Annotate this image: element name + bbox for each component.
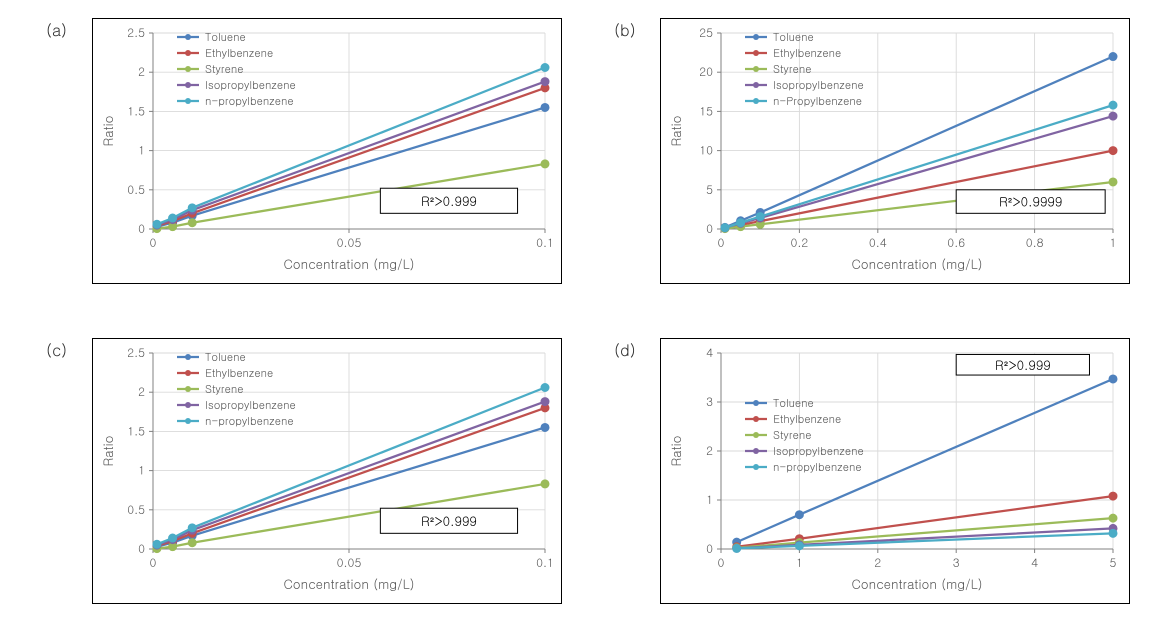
svg-text:2: 2 (706, 442, 713, 459)
svg-text:Ethylbenzene: Ethylbenzene (773, 412, 841, 427)
chart-b: 0 5 10 15 20 25 0 0.2 0.4 0.6 0.8 1 Concentration (m… (660, 18, 1130, 284)
svg-text:1: 1 (1110, 234, 1117, 251)
svg-text:0.8: 0.8 (1026, 234, 1044, 251)
svg-text:Toluene: Toluene (773, 396, 814, 411)
svg-text:0: 0 (718, 234, 725, 251)
svg-text:1.5: 1.5 (127, 102, 145, 119)
chart-d-svg: 0 1 2 3 4 0 1 2 3 4 5 Concentration (mg/L) Ratio R²>0… (661, 339, 1129, 603)
svg-text:4: 4 (706, 344, 713, 361)
svg-text:n-propylbenzene: n-propylbenzene (205, 414, 294, 429)
panel-a: (a) 0 0.5 1 1.5 2 2.5 0 0.05 0.1 Concentration (m… (32, 12, 552, 292)
svg-text:Isopropylbenzene: Isopropylbenzene (773, 78, 864, 93)
svg-text:3: 3 (706, 393, 713, 410)
svg-text:0.05: 0.05 (337, 234, 362, 251)
svg-text:1: 1 (706, 491, 713, 508)
panel-d: (d) 0 1 2 3 4 0 1 2 3 4 5 Concentration (mg/L) Ratio… (600, 332, 1120, 612)
chart-c-svg: 0 0.5 1 1.5 2 2.5 0 0.05 0.1 Concentration (mg/L)… (93, 339, 561, 603)
svg-text:5: 5 (706, 181, 713, 198)
svg-text:R²>0.999: R²>0.999 (421, 191, 477, 210)
svg-text:n-propylbenzene: n-propylbenzene (773, 460, 862, 475)
svg-text:2: 2 (874, 554, 881, 571)
svg-text:Styrene: Styrene (773, 62, 811, 77)
svg-text:20: 20 (699, 63, 713, 80)
svg-text:Concentration (mg/L): Concentration (mg/L) (283, 574, 414, 593)
svg-text:Ratio: Ratio (98, 435, 117, 466)
svg-text:Concentration (mg/L): Concentration (mg/L) (283, 254, 414, 273)
chart-a: 0 0.5 1 1.5 2 2.5 0 0.05 0.1 Concentration (mg/L)… (92, 18, 562, 284)
svg-text:R²>0.999: R²>0.999 (995, 355, 1051, 374)
chart-d: 0 1 2 3 4 0 1 2 3 4 5 Concentration (mg/L) Ratio R²>0… (660, 338, 1130, 604)
svg-text:5: 5 (1110, 554, 1117, 571)
svg-text:Toluene: Toluene (205, 350, 246, 365)
svg-text:0: 0 (138, 540, 145, 557)
svg-text:Ethylbenzene: Ethylbenzene (773, 46, 841, 61)
svg-text:0.5: 0.5 (127, 181, 145, 198)
svg-text:Ethylbenzene: Ethylbenzene (205, 366, 273, 381)
svg-text:Ratio: Ratio (666, 115, 685, 146)
svg-text:0: 0 (706, 540, 713, 557)
svg-text:15: 15 (699, 102, 713, 119)
svg-text:10: 10 (699, 142, 713, 159)
panel-c: (c) 0 0.5 1 1.5 2 2.5 0 0.05 0.1 Concentration (m… (32, 332, 552, 612)
svg-text:R²>0.9999: R²>0.9999 (999, 192, 1062, 211)
svg-text:0.1: 0.1 (536, 554, 554, 571)
chart-c: 0 0.5 1 1.5 2 2.5 0 0.05 0.1 Concentration (mg/L)… (92, 338, 562, 604)
svg-text:3: 3 (953, 554, 960, 571)
svg-text:25: 25 (699, 24, 713, 41)
svg-text:4: 4 (1031, 554, 1038, 571)
svg-text:2.5: 2.5 (127, 24, 145, 41)
svg-text:0.4: 0.4 (869, 234, 887, 251)
svg-text:Isopropylbenzene: Isopropylbenzene (205, 78, 296, 93)
svg-text:Concentration (mg/L): Concentration (mg/L) (851, 574, 982, 593)
svg-text:0: 0 (706, 220, 713, 237)
svg-text:Toluene: Toluene (205, 30, 246, 45)
svg-text:0.2: 0.2 (791, 234, 809, 251)
panel-label-a: (a) (46, 18, 67, 41)
chart-b-svg: 0 5 10 15 20 25 0 0.2 0.4 0.6 0.8 1 Concentration (m… (661, 19, 1129, 283)
svg-text:Concentration (mg/L): Concentration (mg/L) (851, 254, 982, 273)
svg-text:2: 2 (138, 63, 145, 80)
svg-text:Styrene: Styrene (205, 382, 243, 397)
svg-text:Styrene: Styrene (773, 428, 811, 443)
svg-text:1.5: 1.5 (127, 422, 145, 439)
svg-text:0: 0 (150, 234, 157, 251)
svg-text:Ethylbenzene: Ethylbenzene (205, 46, 273, 61)
svg-text:Isopropylbenzene: Isopropylbenzene (773, 444, 864, 459)
svg-text:0.05: 0.05 (337, 554, 362, 571)
svg-text:n-Propylbenzene: n-Propylbenzene (773, 94, 862, 109)
svg-text:0.1: 0.1 (536, 234, 554, 251)
panel-b: (b) 0 5 10 15 20 25 0 0.2 0.4 0.6 0.8 1 Concentratio… (600, 12, 1120, 292)
svg-text:0.5: 0.5 (127, 501, 145, 518)
svg-text:1: 1 (796, 554, 803, 571)
panel-label-d: (d) (614, 338, 636, 361)
svg-text:2: 2 (138, 383, 145, 400)
panel-label-c: (c) (46, 338, 67, 361)
svg-text:1: 1 (138, 462, 145, 479)
svg-text:0.6: 0.6 (947, 234, 965, 251)
svg-text:Ratio: Ratio (666, 435, 685, 466)
svg-text:n-propylbenzene: n-propylbenzene (205, 94, 294, 109)
svg-text:0: 0 (150, 554, 157, 571)
svg-text:0: 0 (718, 554, 725, 571)
svg-text:Isopropylbenzene: Isopropylbenzene (205, 398, 296, 413)
svg-text:1: 1 (138, 142, 145, 159)
chart-a-svg: 0 0.5 1 1.5 2 2.5 0 0.05 0.1 Concentration (mg/L)… (93, 19, 561, 283)
panel-label-b: (b) (614, 18, 636, 41)
svg-text:R²>0.999: R²>0.999 (421, 511, 477, 530)
page: (a) 0 0.5 1 1.5 2 2.5 0 0.05 0.1 Concentration (m… (0, 0, 1161, 638)
svg-text:Ratio: Ratio (98, 115, 117, 146)
svg-text:Toluene: Toluene (773, 30, 814, 45)
svg-text:Styrene: Styrene (205, 62, 243, 77)
svg-text:2.5: 2.5 (127, 344, 145, 361)
svg-text:0: 0 (138, 220, 145, 237)
